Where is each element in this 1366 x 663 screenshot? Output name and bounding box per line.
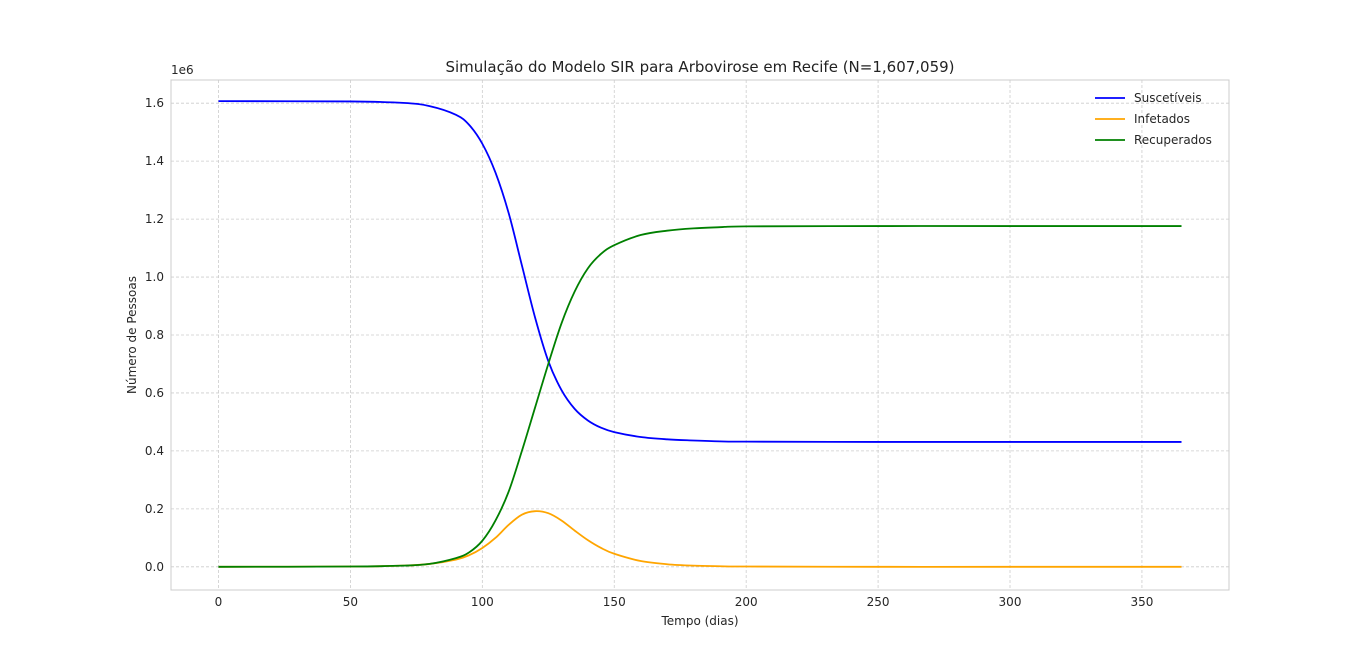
grid-layer <box>171 80 1229 590</box>
legend-label: Recuperados <box>1134 133 1212 147</box>
x-tick-label: 50 <box>343 595 358 609</box>
chart-title: Simulação do Modelo SIR para Arbovirose … <box>445 58 954 76</box>
series-layer <box>218 100 1182 568</box>
x-tick-label: 150 <box>603 595 626 609</box>
y-tick-label: 1.6 <box>145 96 164 110</box>
x-tick-label: 350 <box>1130 595 1153 609</box>
series-line-2 <box>218 225 1182 568</box>
x-axis-label: Tempo (dias) <box>660 614 738 628</box>
y-tick-label: 1.0 <box>145 270 164 284</box>
y-tick-label: 0.6 <box>145 386 164 400</box>
x-tick-label: 300 <box>999 595 1022 609</box>
series-line-1 <box>218 510 1182 568</box>
x-tick-labels: 0 50 100 150 200 250 300 350 <box>215 595 1154 609</box>
plot-frame <box>170 79 1230 591</box>
x-tick-label: 0 <box>215 595 223 609</box>
y-tick-label: 1.2 <box>145 212 164 226</box>
legend: Suscetíveis Infetados Recuperados <box>1095 91 1212 147</box>
x-tick-label: 200 <box>735 595 758 609</box>
x-tick-label: 100 <box>471 595 494 609</box>
y-tick-label: 0.4 <box>145 444 164 458</box>
y-axis-label: Número de Pessoas <box>125 276 139 394</box>
y-tick-label: 0.0 <box>145 560 164 574</box>
legend-label: Infetados <box>1134 112 1190 126</box>
y-tick-labels: 0.0 0.2 0.4 0.6 0.8 1.0 1.2 1.4 1.6 <box>145 96 164 574</box>
y-tick-label: 0.8 <box>145 328 164 342</box>
y-tick-label: 0.2 <box>145 502 164 516</box>
y-offset-label: 1e6 <box>171 63 194 77</box>
x-tick-label: 250 <box>867 595 890 609</box>
legend-label: Suscetíveis <box>1134 91 1202 105</box>
series-line-0 <box>218 100 1182 443</box>
y-tick-label: 1.4 <box>145 154 164 168</box>
